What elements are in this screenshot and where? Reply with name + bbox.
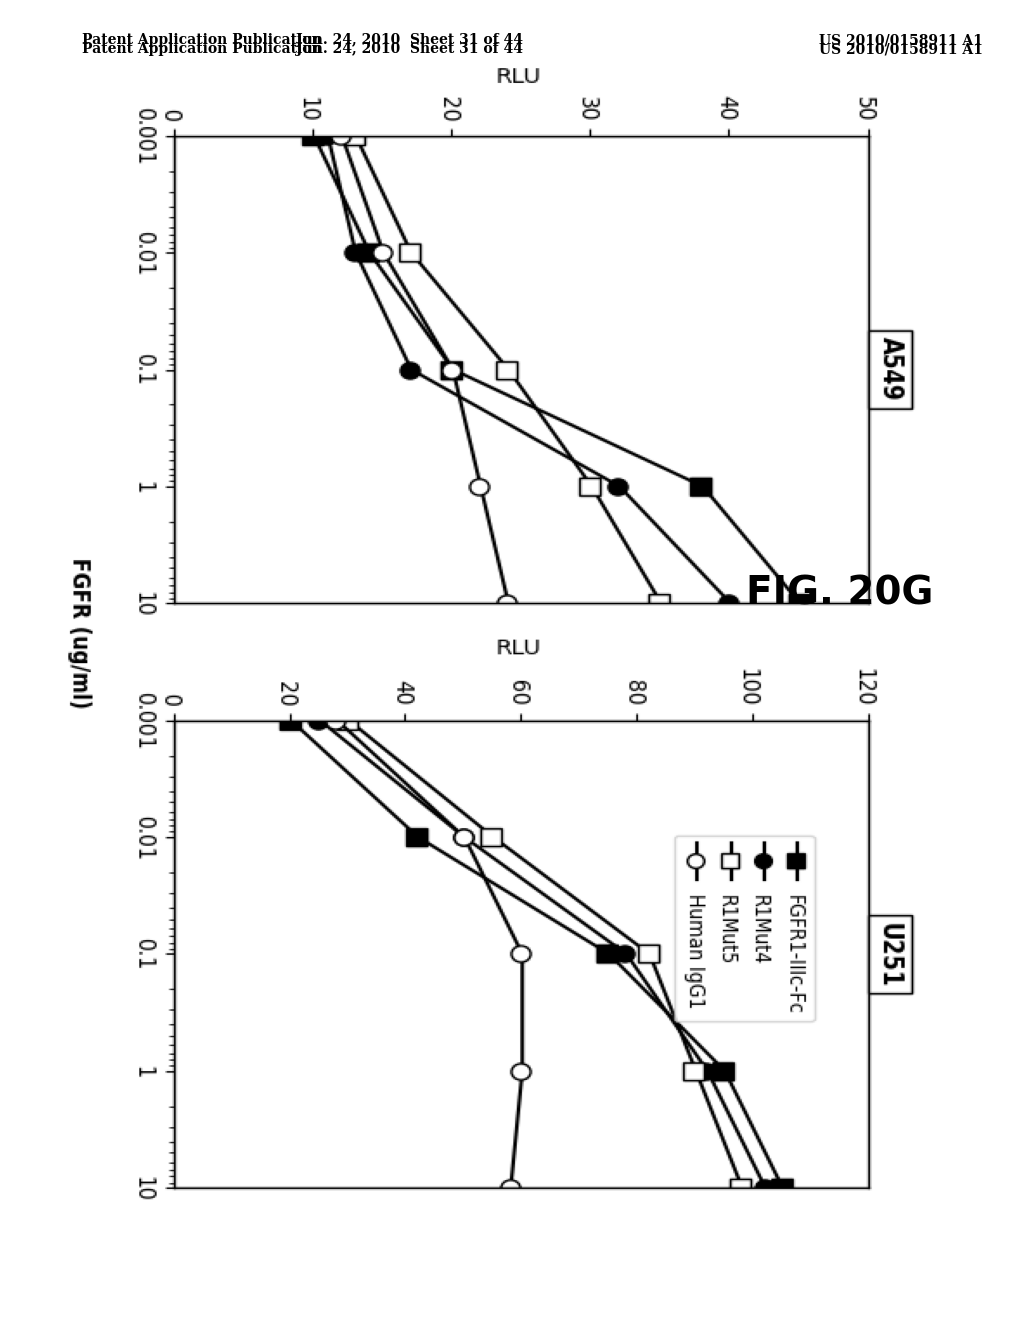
Text: Jun. 24, 2010  Sheet 31 of 44: Jun. 24, 2010 Sheet 31 of 44 (296, 42, 523, 57)
Text: US 2010/0158911 A1: US 2010/0158911 A1 (819, 33, 983, 48)
Text: FIG. 20G: FIG. 20G (746, 576, 933, 612)
Text: Patent Application Publication: Patent Application Publication (82, 33, 322, 48)
Text: Jun. 24, 2010  Sheet 31 of 44: Jun. 24, 2010 Sheet 31 of 44 (296, 33, 523, 48)
Text: Patent Application Publication: Patent Application Publication (82, 42, 322, 57)
Text: US 2010/0158911 A1: US 2010/0158911 A1 (819, 42, 983, 57)
